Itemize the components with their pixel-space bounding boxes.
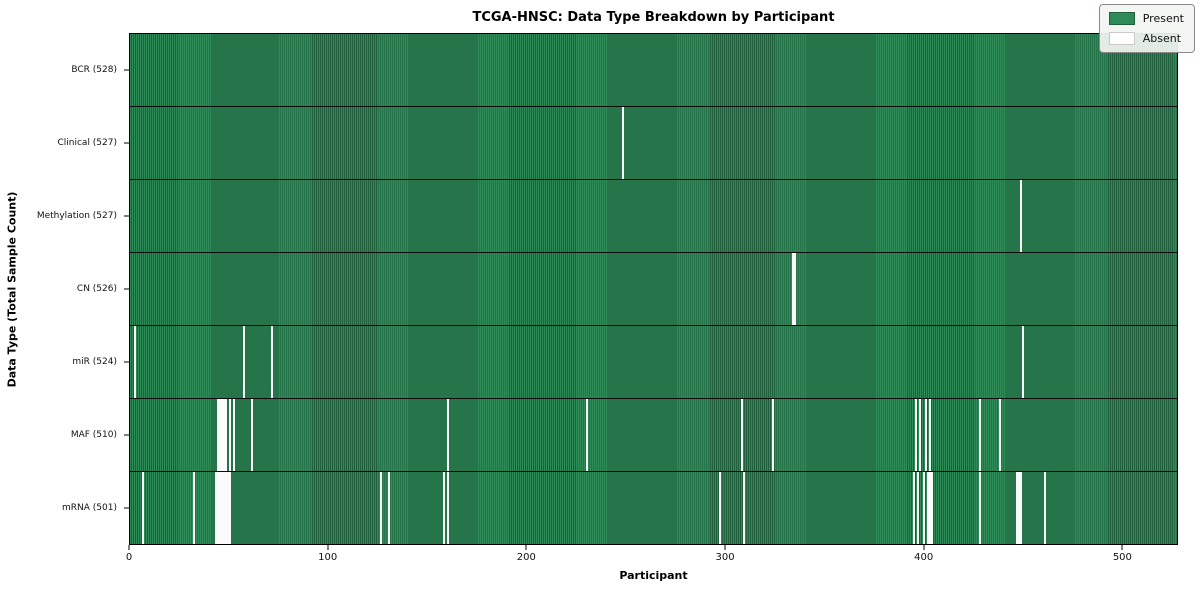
absent-stripe — [772, 399, 775, 471]
absent-stripe — [233, 399, 236, 471]
x-tick-mark — [923, 545, 925, 550]
absent-stripe — [792, 253, 795, 325]
y-axis-ticks: BCR (528) Clinical (527) Methylation (527)… — [0, 33, 129, 545]
absent-stripe — [929, 472, 932, 544]
x-tick-label: 100 — [318, 552, 338, 563]
absent-stripe — [1016, 472, 1019, 544]
absent-stripe — [915, 399, 918, 471]
absent-stripe — [927, 472, 930, 544]
y-tick-mark — [124, 288, 129, 290]
absent-stripe — [223, 399, 226, 471]
absent-stripe — [917, 472, 920, 544]
absent-swatch-icon — [1108, 32, 1135, 45]
x-axis-label: Participant — [619, 569, 688, 582]
absent-stripe — [221, 472, 224, 544]
absent-stripe — [1044, 472, 1047, 544]
y-tick-label: Methylation (527) — [36, 210, 117, 221]
absent-stripe — [925, 399, 928, 471]
y-tick-label: Clinical (527) — [57, 137, 117, 148]
x-tick-label: 300 — [715, 552, 735, 563]
heatmap-row-bcr — [130, 34, 1177, 106]
absent-stripe — [447, 472, 450, 544]
y-tick-label: BCR (528) — [71, 64, 117, 75]
absent-stripe — [219, 472, 222, 544]
absent-stripe — [1020, 180, 1023, 252]
x-axis-ticks: 0 100 200 300 400 500 — [125, 545, 1178, 567]
x-tick-label: 400 — [914, 552, 934, 563]
x-tick-mark — [1121, 545, 1123, 550]
present-swatch-icon — [1108, 12, 1135, 25]
absent-stripe — [250, 399, 253, 471]
absent-stripe — [133, 326, 136, 398]
x-tick-mark — [525, 545, 527, 550]
absent-stripe — [1022, 326, 1025, 398]
plot-area — [129, 33, 1178, 545]
absent-stripe — [217, 472, 220, 544]
y-tick-label: miR (524) — [72, 357, 117, 368]
absent-stripe — [141, 472, 144, 544]
absent-stripe — [923, 472, 926, 544]
absent-stripe — [387, 472, 390, 544]
absent-stripe — [929, 399, 932, 471]
absent-stripe — [227, 472, 230, 544]
y-tick-mark — [124, 434, 129, 436]
absent-stripe — [217, 399, 220, 471]
absent-stripe — [221, 399, 224, 471]
y-tick-mark — [124, 361, 129, 363]
absent-stripe — [998, 399, 1001, 471]
absent-stripe — [219, 399, 222, 471]
heatmap-row-mrna — [130, 471, 1177, 544]
heatmap-row-mir — [130, 325, 1177, 398]
y-tick-mark — [124, 507, 129, 509]
absent-stripe — [586, 399, 589, 471]
absent-stripe — [1018, 472, 1021, 544]
absent-stripe — [919, 399, 922, 471]
heatmap-row-cn — [130, 252, 1177, 325]
absent-stripe — [379, 472, 382, 544]
absent-stripe — [621, 107, 624, 179]
absent-stripe — [978, 399, 981, 471]
absent-stripe — [193, 472, 196, 544]
y-tick-label: mRNA (501) — [62, 503, 117, 514]
absent-stripe — [978, 472, 981, 544]
absent-stripe — [913, 472, 916, 544]
absent-stripe — [223, 472, 226, 544]
legend-label: Present — [1142, 12, 1184, 25]
heatmap-row-clinical — [130, 106, 1177, 179]
absent-stripe — [225, 399, 228, 471]
absent-stripe — [215, 472, 218, 544]
y-tick-mark — [124, 69, 129, 71]
x-tick-label: 0 — [125, 552, 133, 563]
absent-stripe — [718, 472, 721, 544]
x-tick-mark — [327, 545, 329, 550]
x-tick-label: 200 — [516, 552, 536, 563]
heatmap-row-methylation — [130, 179, 1177, 252]
legend-label: Absent — [1142, 32, 1182, 45]
absent-stripe — [794, 253, 797, 325]
absent-stripe — [740, 399, 743, 471]
absent-stripe — [1020, 472, 1023, 544]
legend-entry-present: Present — [1108, 12, 1184, 25]
absent-stripe — [443, 472, 446, 544]
absent-stripe — [270, 326, 273, 398]
y-tick-mark — [124, 142, 129, 144]
legend-entry-absent: Absent — [1108, 32, 1184, 45]
absent-stripe — [742, 472, 745, 544]
y-tick-label: CN (526) — [76, 284, 117, 294]
absent-stripe — [225, 472, 228, 544]
heatmap-row-maf — [130, 398, 1177, 471]
absent-stripe — [447, 399, 450, 471]
x-tick-mark — [128, 545, 130, 550]
x-tick-label: 500 — [1112, 552, 1132, 563]
y-tick-label: MAF (510) — [70, 430, 117, 441]
legend: Present Absent — [1098, 4, 1195, 53]
absent-stripe — [931, 472, 934, 544]
absent-stripe — [243, 326, 246, 398]
x-tick-mark — [724, 545, 726, 550]
absent-stripe — [229, 399, 232, 471]
y-tick-mark — [124, 215, 129, 217]
absent-stripe — [229, 472, 232, 544]
chart-title: TCGA-HNSC: Data Type Breakdown by Partic… — [472, 10, 835, 25]
